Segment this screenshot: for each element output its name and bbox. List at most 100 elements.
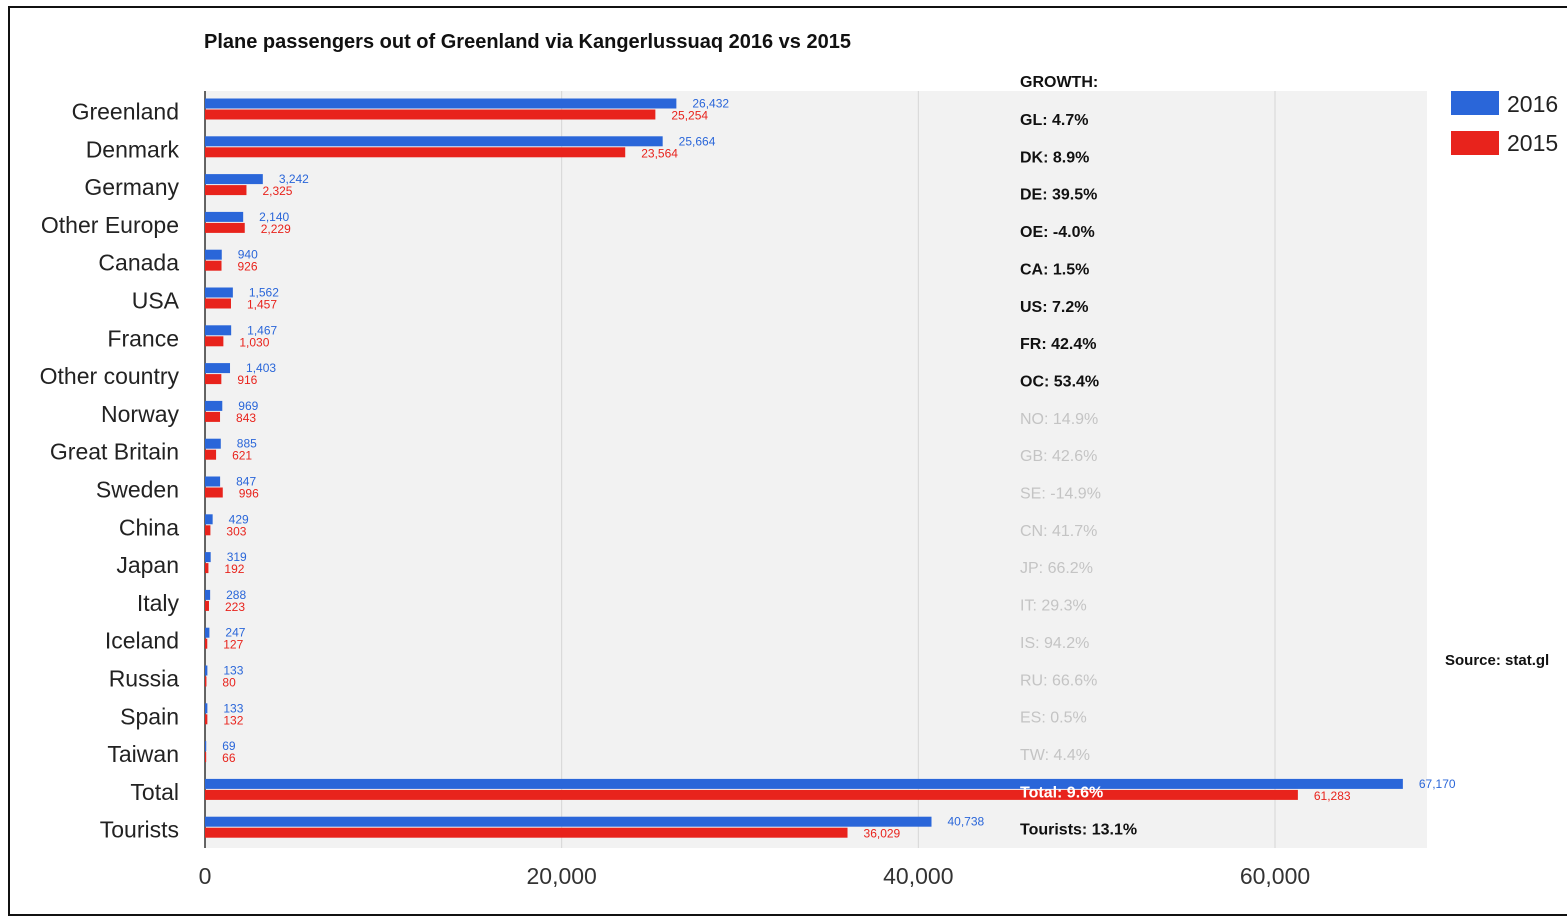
data-label-2015: 66 bbox=[222, 751, 236, 765]
category-label: Italy bbox=[137, 590, 180, 616]
bar-2016 bbox=[205, 211, 244, 222]
growth-label: DK: 8.9% bbox=[1020, 149, 1089, 166]
bar-2015 bbox=[205, 789, 1298, 800]
data-label-2016: 847 bbox=[236, 475, 256, 489]
data-label-2015: 2,325 bbox=[262, 184, 292, 198]
category-label: Norway bbox=[101, 401, 179, 427]
bar-2016 bbox=[205, 778, 1403, 789]
bar-2015 bbox=[205, 449, 217, 460]
bar-2016 bbox=[205, 287, 233, 298]
x-tick-label: 0 bbox=[199, 863, 212, 889]
bar-2016 bbox=[205, 816, 932, 827]
data-label-2015: 25,254 bbox=[671, 109, 708, 123]
growth-label: FR: 42.4% bbox=[1020, 336, 1096, 353]
legend-label-2015: 2015 bbox=[1507, 130, 1558, 156]
bar-2016 bbox=[205, 514, 213, 525]
source-note: Source: stat.gl bbox=[1445, 652, 1549, 669]
category-label: China bbox=[119, 514, 179, 540]
growth-label: CA: 1.5% bbox=[1020, 261, 1089, 278]
category-label: Great Britain bbox=[50, 439, 179, 465]
bar-2015 bbox=[205, 298, 231, 309]
plot-area bbox=[205, 91, 1427, 848]
category-label: Iceland bbox=[105, 628, 179, 654]
x-tick-label: 20,000 bbox=[526, 863, 596, 889]
growth-label: OE: -4.0% bbox=[1020, 224, 1095, 241]
category-label: France bbox=[107, 325, 179, 351]
category-label: Total bbox=[130, 779, 179, 805]
growth-label: Total: 9.6% bbox=[1020, 784, 1103, 801]
legend-swatch-2016 bbox=[1451, 91, 1499, 115]
data-label-2015: 2,229 bbox=[261, 222, 291, 236]
category-label: Tourists bbox=[100, 817, 179, 843]
bar-2015 bbox=[205, 600, 209, 611]
data-label-2015: 303 bbox=[226, 524, 246, 538]
bar-2016 bbox=[205, 589, 211, 600]
data-label-2015: 843 bbox=[236, 411, 256, 425]
category-label: Other Europe bbox=[41, 212, 179, 238]
bar-2016 bbox=[205, 174, 263, 185]
x-axis-ticks: 0 20,000 40,000 60,000 bbox=[199, 863, 1311, 889]
bar-2015 bbox=[205, 374, 222, 385]
category-label: Sweden bbox=[96, 477, 179, 503]
bar-2016 bbox=[205, 703, 208, 714]
bar-2016 bbox=[205, 249, 222, 260]
growth-label: RU: 66.6% bbox=[1020, 672, 1097, 689]
data-label-2015: 127 bbox=[223, 638, 243, 652]
data-label-2016: 40,738 bbox=[947, 815, 984, 829]
growth-label: SE: -14.9% bbox=[1020, 486, 1101, 503]
growth-label: ES: 0.5% bbox=[1020, 710, 1087, 727]
bar-2015 bbox=[205, 525, 211, 536]
bar-2015 bbox=[205, 563, 209, 574]
data-label-2015: 132 bbox=[223, 713, 243, 727]
bar-2016 bbox=[205, 325, 232, 336]
data-label-2015: 916 bbox=[237, 373, 257, 387]
bar-2015 bbox=[205, 676, 207, 687]
data-label-2016: 133 bbox=[223, 701, 243, 715]
bar-2016 bbox=[205, 400, 223, 411]
data-label-2016: 247 bbox=[225, 626, 245, 640]
category-label: Russia bbox=[109, 666, 180, 692]
growth-label: Tourists: 13.1% bbox=[1020, 822, 1137, 839]
category-label: Canada bbox=[98, 250, 179, 276]
bar-2015 bbox=[205, 827, 848, 838]
growth-label: GB: 42.6% bbox=[1020, 448, 1097, 465]
bar-2015 bbox=[205, 147, 626, 158]
chart-title: Plane passengers out of Greenland via Ka… bbox=[204, 31, 851, 53]
bar-2015 bbox=[205, 222, 245, 233]
growth-label: IT: 29.3% bbox=[1020, 598, 1087, 615]
bar-2016 bbox=[205, 136, 663, 147]
growth-label: JP: 66.2% bbox=[1020, 560, 1093, 577]
x-tick-label: 40,000 bbox=[883, 863, 953, 889]
growth-label: NO: 14.9% bbox=[1020, 411, 1098, 428]
data-label-2016: 3,242 bbox=[279, 172, 309, 186]
category-label: Denmark bbox=[86, 136, 180, 162]
data-label-2015: 996 bbox=[239, 487, 259, 501]
bar-2016 bbox=[205, 438, 221, 449]
bar-2016 bbox=[205, 476, 221, 487]
legend-label-2016: 2016 bbox=[1507, 91, 1558, 117]
bar-2015 bbox=[205, 752, 207, 763]
data-label-2016: 133 bbox=[223, 664, 243, 678]
data-label-2016: 940 bbox=[238, 248, 258, 262]
category-label: Japan bbox=[116, 552, 179, 578]
data-label-2015: 192 bbox=[224, 562, 244, 576]
bar-2015 bbox=[205, 638, 208, 649]
data-label-2015: 223 bbox=[225, 600, 245, 614]
data-label-2016: 288 bbox=[226, 588, 246, 602]
data-label-2015: 36,029 bbox=[864, 827, 901, 841]
growth-label: GL: 4.7% bbox=[1020, 112, 1088, 129]
data-label-2015: 1,030 bbox=[239, 335, 269, 349]
growth-label: OC: 53.4% bbox=[1020, 373, 1099, 390]
data-label-2016: 67,170 bbox=[1419, 777, 1456, 791]
data-label-2016: 1,467 bbox=[247, 323, 277, 337]
bar-2016 bbox=[205, 665, 208, 676]
bar-2016 bbox=[205, 741, 207, 752]
growth-annotations: GL: 4.7% DK: 8.9% DE: 39.5% OE: -4.0% CA: 1.… bbox=[1020, 112, 1137, 839]
data-label-2016: 1,403 bbox=[246, 361, 276, 375]
category-label: Other country bbox=[40, 363, 180, 389]
data-label-2015: 80 bbox=[222, 676, 236, 690]
category-label: Taiwan bbox=[107, 741, 179, 767]
bar-2015 bbox=[205, 487, 223, 498]
data-label-2015: 926 bbox=[238, 260, 258, 274]
